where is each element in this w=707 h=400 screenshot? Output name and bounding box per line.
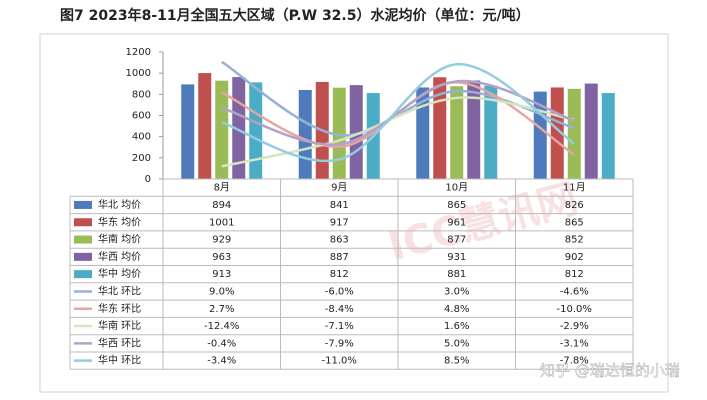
bar — [198, 73, 212, 179]
table-cell: 929 — [212, 235, 231, 246]
bar — [567, 88, 581, 179]
table-cell: 1001 — [209, 217, 234, 228]
table-cell: 812 — [330, 269, 349, 280]
legend-label: 华南 均价 — [98, 233, 141, 246]
chart-title: 图7 2023年8-11月全国五大区域（P.W 32.5）水泥均价（单位：元/吨… — [60, 7, 530, 24]
bar — [181, 84, 195, 179]
y-tick-label: 200 — [132, 153, 151, 164]
table-cell: -8.4% — [325, 304, 354, 315]
table-cell: 852 — [565, 235, 584, 246]
legend-swatch — [74, 235, 92, 244]
legend-label: 华北 均价 — [98, 198, 141, 211]
x-tick-label: 11月 — [563, 182, 586, 194]
legend-label: 华中 环比 — [98, 354, 141, 367]
legend-swatch — [74, 200, 92, 209]
bar — [550, 87, 564, 179]
table-cell: 894 — [212, 200, 231, 211]
table-cell: 902 — [565, 252, 584, 263]
table-cell: 917 — [330, 217, 349, 228]
bar — [484, 85, 498, 179]
y-tick-label: 1200 — [126, 47, 151, 58]
legend-label: 华中 均价 — [98, 267, 141, 280]
bar — [232, 77, 246, 179]
x-tick-label: 9月 — [331, 182, 347, 194]
table-cell: 1.6% — [444, 321, 469, 332]
table-cell: -2.9% — [560, 321, 589, 332]
table-cell: 4.8% — [444, 304, 469, 315]
table-cell: 877 — [447, 235, 466, 246]
legend-label: 华南 环比 — [98, 319, 141, 332]
legend-label: 华西 环比 — [98, 336, 141, 349]
bar — [601, 93, 615, 179]
table-cell: 5.0% — [444, 338, 469, 349]
credit: 知乎 @瑞达恒的小瑞 — [540, 362, 680, 380]
bar — [467, 80, 481, 179]
legend-label: 华北 环比 — [98, 284, 141, 297]
table-cell: -7.8% — [560, 356, 589, 367]
legend-label: 华东 环比 — [98, 302, 141, 315]
bar — [332, 87, 346, 179]
table-cell: 826 — [565, 200, 584, 211]
y-tick-label: 1000 — [126, 68, 151, 79]
table-cell: 812 — [565, 269, 584, 280]
legend-swatch — [74, 270, 92, 279]
bar — [349, 85, 363, 179]
table-cell: 2.7% — [209, 304, 234, 315]
bar — [298, 89, 312, 179]
table-cell: 865 — [565, 217, 584, 228]
table-cell: 865 — [447, 200, 466, 211]
table-cell: -0.4% — [207, 338, 236, 349]
x-tick-label: 8月 — [214, 182, 230, 194]
table-cell: -4.6% — [560, 286, 589, 297]
table-cell: -10.0% — [557, 304, 592, 315]
table-cell: -3.1% — [560, 338, 589, 349]
y-tick-label: 0 — [145, 174, 151, 185]
table-cell: 931 — [447, 252, 466, 263]
table-cell: -7.1% — [325, 321, 354, 332]
bar — [450, 86, 464, 179]
table-cell: -11.0% — [322, 356, 357, 367]
table-cell: 887 — [330, 252, 349, 263]
legend-swatch — [74, 218, 92, 227]
table-cell: 9.0% — [209, 286, 234, 297]
bar — [584, 83, 598, 179]
table-cell: 961 — [447, 217, 466, 228]
line — [221, 96, 575, 168]
table-cell: 863 — [330, 235, 349, 246]
table-cell: -3.4% — [207, 356, 236, 367]
legend-swatch — [74, 252, 92, 261]
table-cell: 913 — [212, 269, 231, 280]
y-tick-label: 800 — [132, 89, 151, 100]
table-cell: 3.0% — [444, 286, 469, 297]
table-cell: 841 — [330, 200, 349, 211]
y-tick-label: 400 — [132, 132, 151, 143]
table-cell: 881 — [447, 269, 466, 280]
bar — [416, 87, 430, 179]
bar — [249, 82, 263, 179]
table-cell: -7.9% — [325, 338, 354, 349]
bar — [215, 80, 229, 179]
table-cell: -6.0% — [325, 286, 354, 297]
table-cell: -12.4% — [204, 321, 239, 332]
line — [221, 62, 575, 163]
x-tick-label: 10月 — [445, 182, 468, 194]
legend-label: 华西 均价 — [98, 250, 141, 263]
table-cell: 8.5% — [444, 356, 469, 367]
legend-label: 华东 均价 — [98, 215, 141, 228]
y-tick-label: 600 — [132, 111, 151, 122]
table-cell: 963 — [212, 252, 231, 263]
